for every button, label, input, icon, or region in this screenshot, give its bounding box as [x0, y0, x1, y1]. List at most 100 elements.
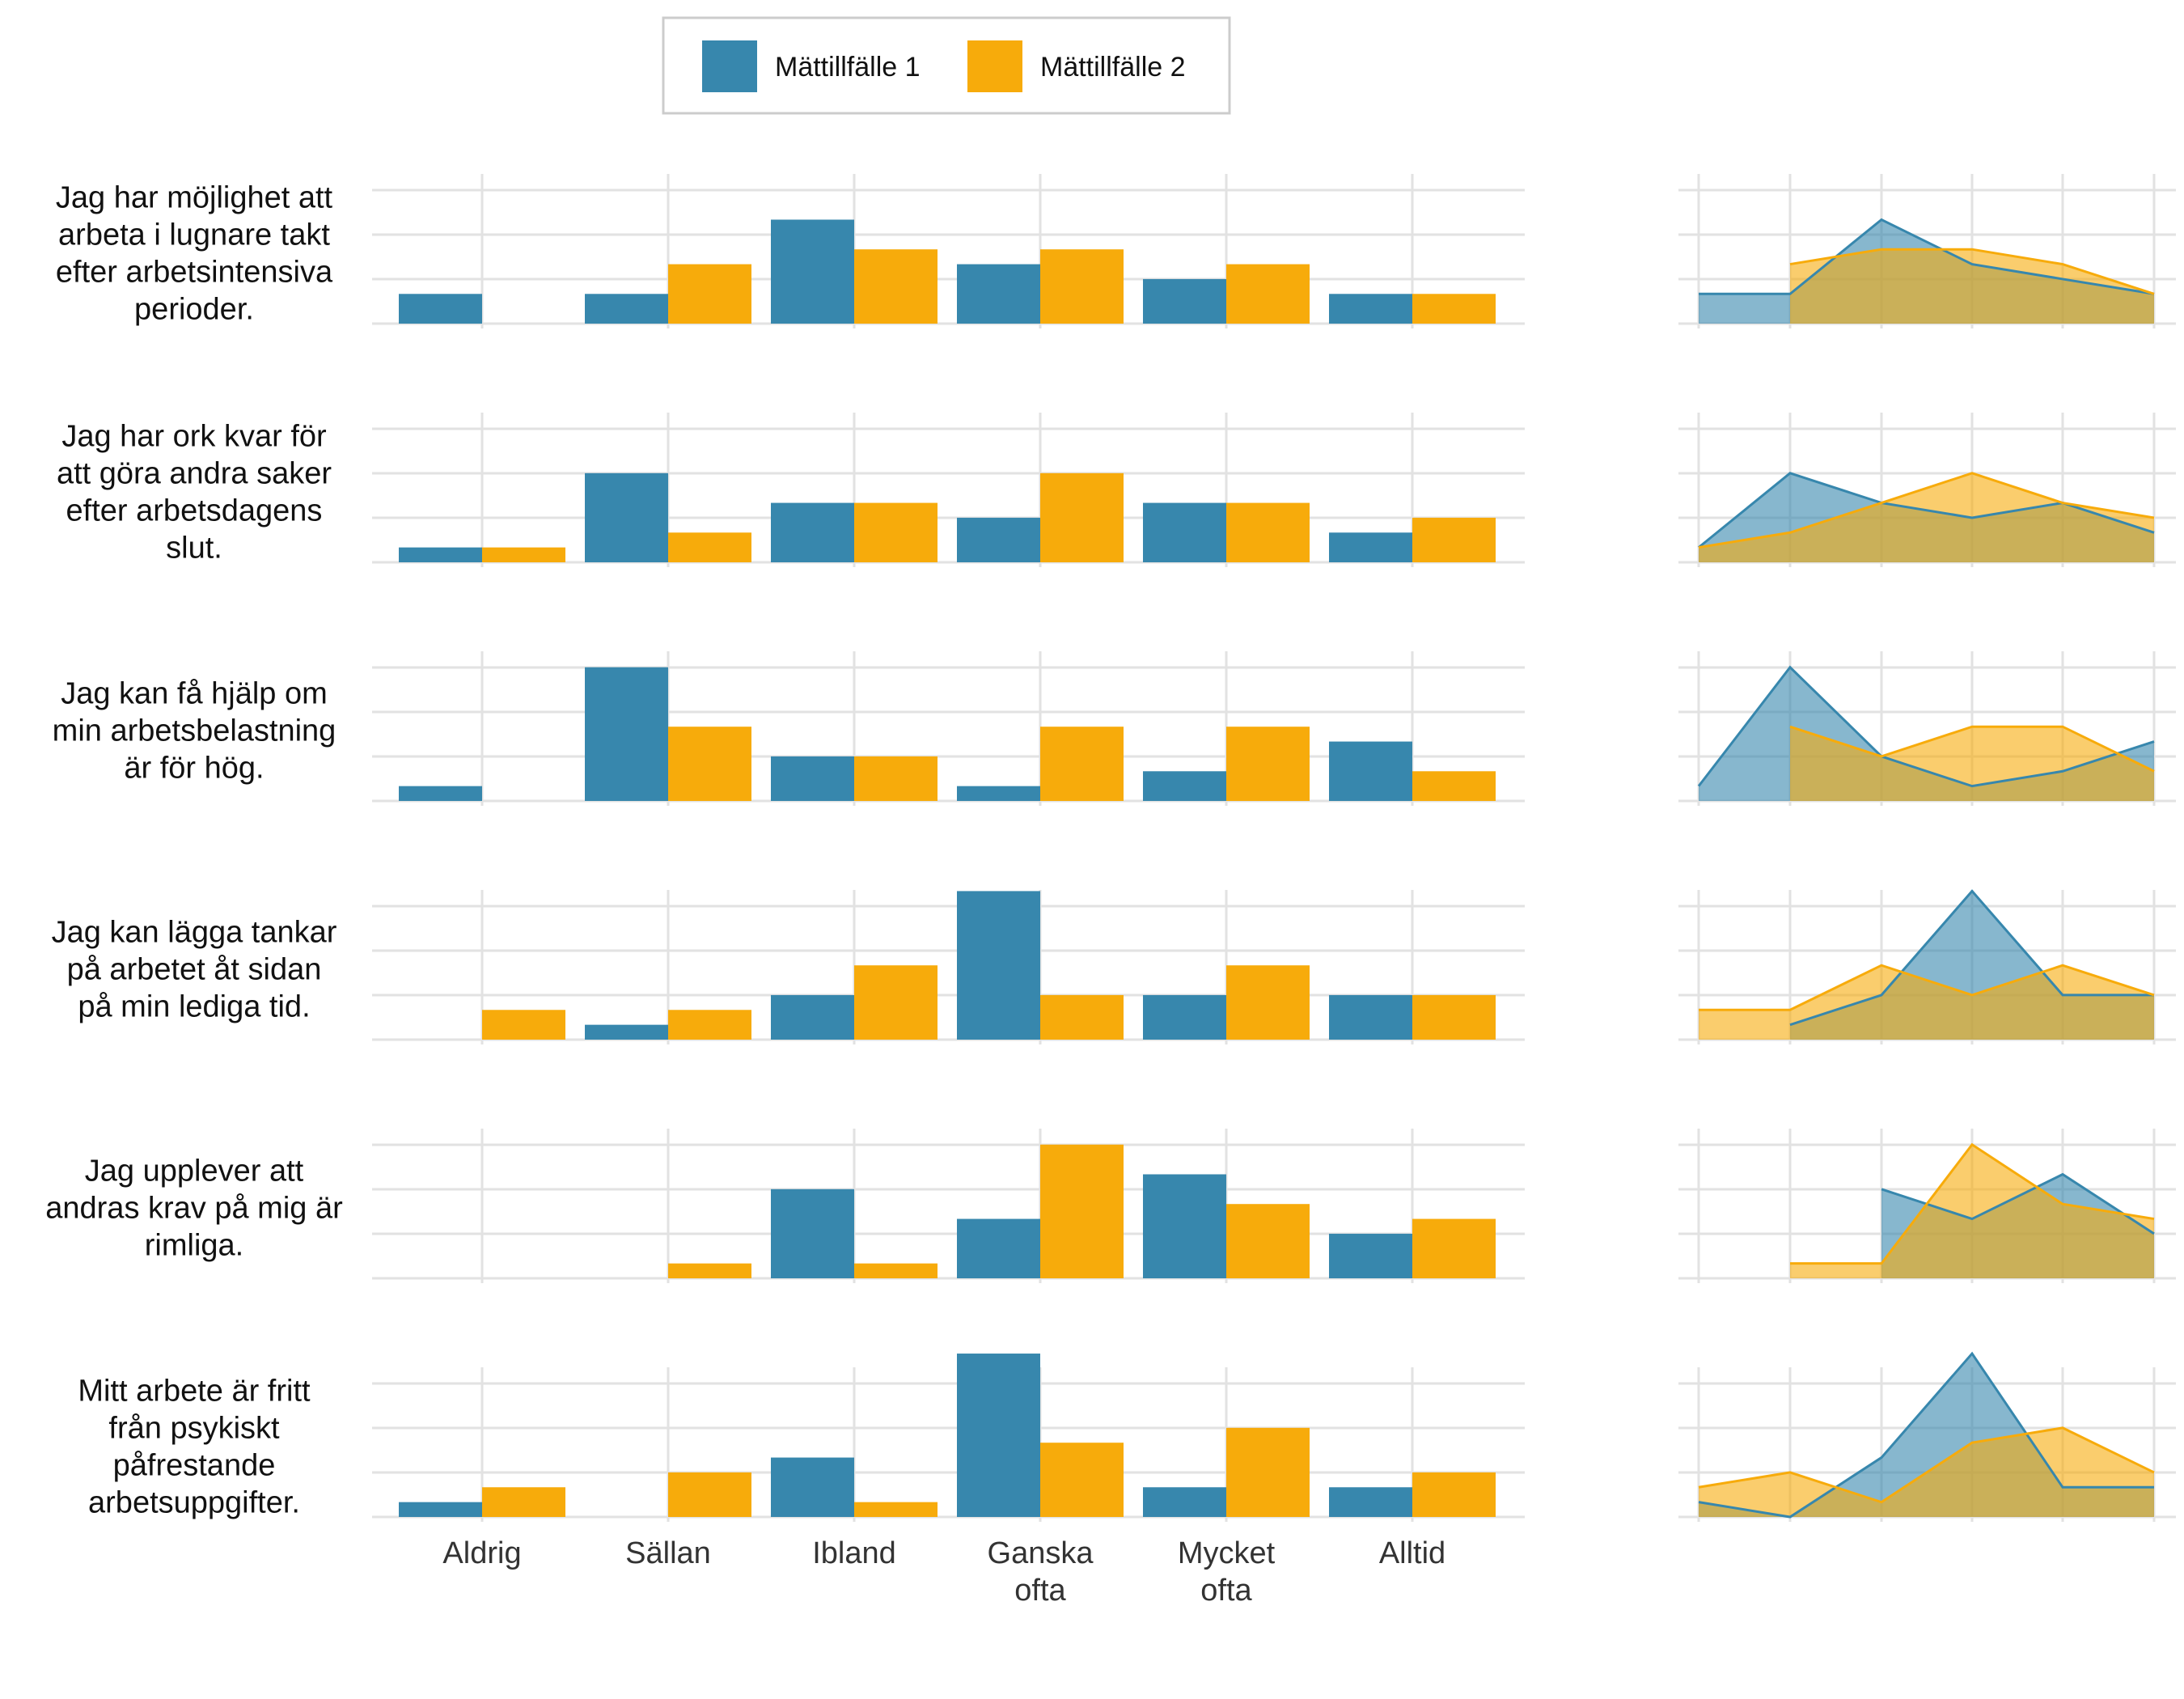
- bar-series2: [1040, 249, 1124, 324]
- bar-series2: [482, 1487, 565, 1517]
- area-line-series2: [1790, 1142, 2155, 1265]
- bar-series2: [854, 1502, 938, 1517]
- bar-series1: [771, 994, 854, 1040]
- question-label-line: på arbetet åt sidan: [67, 953, 322, 987]
- bar-series1: [399, 294, 482, 324]
- legend: Mättillfälle 1 Mättillfälle 2: [662, 16, 1231, 115]
- question-label-line: arbetsuppgifter.: [88, 1486, 300, 1520]
- bar-series1: [771, 756, 854, 801]
- bar-grid: [372, 1129, 1525, 1283]
- bar-series2: [1412, 994, 1496, 1040]
- bar-series1: [957, 1354, 1040, 1517]
- bar-series2: [854, 756, 938, 801]
- question-label-line: efter arbetsintensiva: [56, 256, 333, 290]
- bar-series2: [1040, 1443, 1124, 1517]
- area-line-series2: [1699, 964, 2155, 1011]
- question-label-line: Mitt arbete är fritt: [78, 1375, 311, 1409]
- bar-series2: [1040, 994, 1124, 1040]
- bar-series1: [957, 891, 1040, 1040]
- bar-series2: [1226, 264, 1310, 324]
- bar-series2: [854, 502, 938, 562]
- x-tick-label: Aldrig: [442, 1536, 521, 1570]
- legend-swatch-1: [702, 40, 757, 92]
- bar-series2: [668, 1472, 751, 1517]
- x-tick-label: Ganska: [988, 1536, 1094, 1570]
- bar-series1: [957, 1218, 1040, 1278]
- bar-series1: [957, 786, 1040, 801]
- bar-series1: [399, 786, 482, 801]
- area-line-series1: [1697, 665, 2155, 788]
- bar-series1: [1329, 532, 1412, 562]
- question-label-line: att göra andra saker: [57, 457, 332, 491]
- area-series2: [1699, 965, 2154, 1040]
- bar-series2: [482, 547, 565, 562]
- area-line-series1: [1789, 889, 2154, 1027]
- question-label-line: Jag har ork kvar för: [61, 420, 327, 454]
- bar-series2: [1226, 502, 1310, 562]
- question-label-line: Jag kan lägga tankar: [52, 916, 337, 950]
- bar-series1: [585, 294, 668, 324]
- area-line-series2: [1698, 472, 2155, 549]
- area-series2: [1790, 249, 2154, 324]
- bar-series1: [585, 667, 668, 801]
- bar-series2: [1040, 1144, 1124, 1278]
- area-line-series2: [1789, 725, 2155, 773]
- question-label-line: efter arbetsdagens: [66, 494, 323, 528]
- bar-series2: [1040, 472, 1124, 562]
- area-line-series1: [1698, 472, 2155, 549]
- bar-series2: [1226, 727, 1310, 801]
- bar-series2: [1412, 771, 1496, 801]
- x-axis: Aldrig Sällan Ibland Ganska ofta Mycket ofta Al…: [442, 1536, 1445, 1608]
- x-tick-label: Mycket: [1178, 1536, 1276, 1570]
- bar-series2: [1412, 294, 1496, 324]
- question-label-line: slut.: [166, 532, 222, 566]
- area-series2: [1790, 727, 2154, 801]
- area-line-series2: [1698, 1426, 2155, 1504]
- area-line-series1: [1699, 218, 2155, 295]
- question-label-line: Jag upplever att: [85, 1155, 304, 1188]
- bar-series1: [1143, 771, 1226, 801]
- bar-series1: [771, 1188, 854, 1278]
- bar-series1: [1329, 294, 1412, 324]
- bar-series2: [482, 1010, 565, 1040]
- bar-series2: [854, 249, 938, 324]
- bar-series1: [399, 547, 482, 562]
- legend-label-1: Mättillfälle 1: [775, 52, 921, 83]
- area-series2: [1699, 472, 2154, 562]
- bar-series1: [585, 472, 668, 562]
- question-label: Jag upplever att andras krav på mig ärrim…: [45, 1155, 343, 1263]
- bar-series2: [1412, 1472, 1496, 1517]
- question-label-line: på min lediga tid.: [78, 990, 310, 1024]
- question-label-line: är för hög.: [124, 752, 264, 786]
- bar-series1: [957, 264, 1040, 324]
- legend-swatch-2: [967, 40, 1022, 92]
- legend-box: [662, 16, 1231, 115]
- question-label-line: arbeta i lugnare takt: [58, 218, 330, 252]
- bar-series1: [771, 219, 854, 324]
- bar-series2: [854, 1263, 938, 1278]
- x-tick-label: ofta: [1014, 1574, 1066, 1608]
- bar-series1: [771, 502, 854, 562]
- bar-series1: [771, 1457, 854, 1517]
- bar-series2: [1412, 517, 1496, 562]
- bar-series1: [1143, 994, 1226, 1040]
- bar-series2: [668, 532, 751, 562]
- question-label-line: påfrestande: [113, 1449, 276, 1483]
- bar-series2: [668, 264, 751, 324]
- question-label-line: rimliga.: [145, 1229, 243, 1263]
- bar-series1: [399, 1502, 482, 1517]
- bar-series2: [1226, 1427, 1310, 1517]
- question-label-line: Jag har möjlighet att: [56, 181, 333, 215]
- panel-5: Jag upplever att andras krav på mig ärrim…: [45, 1129, 2176, 1283]
- bar-series2: [668, 1263, 751, 1278]
- bar-series1: [957, 517, 1040, 562]
